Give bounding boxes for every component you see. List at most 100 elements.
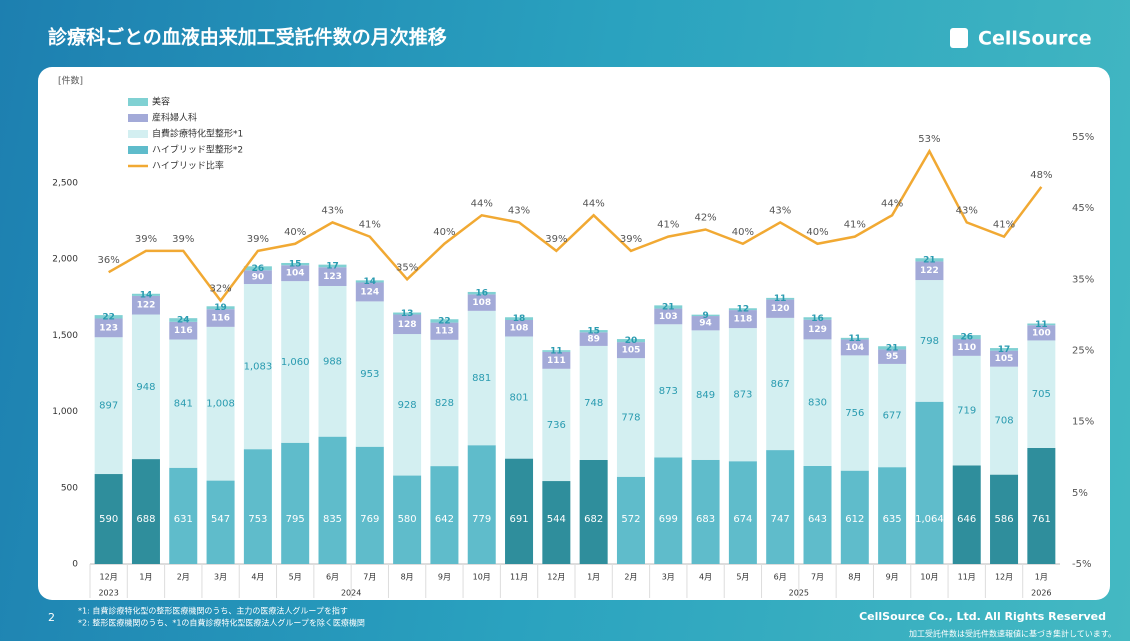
line-label: 41% (993, 220, 1015, 231)
data-label: 948 (136, 382, 155, 393)
data-label: 116 (174, 326, 193, 336)
data-label: 683 (696, 514, 715, 525)
year-label: 2024 (341, 589, 361, 598)
x-tick-label: 6月 (774, 573, 787, 582)
data-label: 547 (211, 514, 230, 525)
data-label: 113 (435, 327, 454, 337)
x-tick-label: 2月 (177, 573, 190, 582)
data-label: 835 (323, 514, 342, 525)
line-label: 53% (918, 134, 940, 145)
bar-segment (1027, 323, 1056, 326)
data-label: 586 (994, 514, 1013, 525)
data-label: 635 (883, 514, 902, 525)
bar-segment (94, 337, 123, 475)
bar-segment (542, 368, 571, 482)
x-tick-label: 3月 (214, 573, 227, 582)
bar-segment (728, 328, 757, 462)
title: 診療科ごとの血液由来加工受託件数の月次推移 (48, 26, 447, 49)
data-label: 841 (174, 399, 193, 410)
legend-swatch (128, 114, 148, 122)
data-label: 756 (845, 408, 864, 419)
data-label: 590 (99, 514, 118, 525)
data-label: 953 (360, 369, 379, 380)
bar-segment (169, 318, 198, 322)
bar-segment (467, 294, 496, 311)
bar-segment (803, 317, 832, 320)
y-tick-label: 1,500 (52, 331, 78, 341)
bar-segment (430, 322, 459, 340)
bar-segment (318, 264, 347, 268)
data-label: 11 (550, 347, 563, 357)
bar-segment (94, 318, 123, 338)
line-label: 44% (471, 198, 493, 209)
legend-swatch (128, 98, 148, 106)
data-label: 122 (137, 301, 156, 311)
bar-segment (990, 348, 1019, 351)
bar-segment (654, 305, 683, 309)
data-label: 719 (957, 406, 976, 417)
x-tick-label: 1月 (139, 573, 152, 582)
x-tick-label: 1月 (587, 573, 600, 582)
line-label: 40% (433, 227, 455, 238)
data-label: 11 (1035, 320, 1048, 330)
y-tick-label: 500 (61, 483, 78, 493)
data-label: 674 (733, 514, 752, 525)
bar-segment (393, 334, 422, 476)
legend-swatch (128, 146, 148, 154)
data-label: 120 (771, 304, 790, 314)
line-label: 44% (881, 198, 903, 209)
y2-tick-label: 45% (1072, 203, 1094, 214)
data-label: 867 (771, 379, 790, 390)
bar-segment (393, 475, 422, 564)
data-label: 849 (696, 390, 715, 401)
bar-segment (318, 285, 347, 437)
bar-segment (131, 293, 160, 296)
data-label: 1,064 (915, 514, 944, 525)
data-label: 100 (1032, 328, 1051, 338)
bar-segment (766, 317, 795, 451)
bar-segment (467, 291, 496, 295)
line-label: 43% (508, 205, 530, 216)
legend-label: ハイブリッド比率 (152, 160, 224, 172)
data-label: 128 (398, 320, 417, 330)
page-number: 2 (48, 611, 55, 624)
data-label: 9 (702, 311, 708, 321)
bar-segment (840, 337, 869, 340)
line-label: 32% (209, 284, 231, 295)
bar-segment (393, 314, 422, 335)
data-label: 18 (513, 314, 526, 324)
line-label: 35% (396, 262, 418, 273)
bar-segment (654, 457, 683, 564)
y2-tick-label: 15% (1072, 417, 1094, 428)
line-label: 39% (620, 234, 642, 245)
data-label: 17 (326, 261, 339, 271)
line-label: 43% (956, 205, 978, 216)
y-tick-label: 1,000 (52, 407, 78, 417)
data-label: 897 (99, 401, 118, 412)
bar-segment (803, 319, 832, 340)
data-label: 116 (211, 314, 230, 324)
line-label: 39% (545, 234, 567, 245)
data-label: 11 (774, 294, 787, 304)
data-label: 699 (659, 514, 678, 525)
bar-segment (691, 459, 720, 564)
data-label: 108 (510, 324, 529, 334)
data-label: 761 (1032, 514, 1051, 525)
bar-segment (990, 350, 1019, 367)
bar-segment (691, 316, 720, 331)
copyright: CellSource Co., Ltd. All Rights Reserved (859, 610, 1106, 623)
bar-segment (579, 332, 608, 346)
bar-segment (542, 350, 571, 352)
bar-segment (728, 310, 757, 329)
legend-label: 美容 (152, 96, 170, 108)
bar-segment (1027, 340, 1056, 448)
bar-segment (766, 299, 795, 318)
bar-segment (542, 481, 571, 564)
bar-segment (430, 319, 459, 323)
legend-swatch (128, 130, 148, 138)
bar-segment (840, 355, 869, 471)
data-label: 14 (364, 277, 377, 287)
data-label: 105 (622, 346, 641, 356)
x-tick-label: 10月 (920, 573, 938, 582)
